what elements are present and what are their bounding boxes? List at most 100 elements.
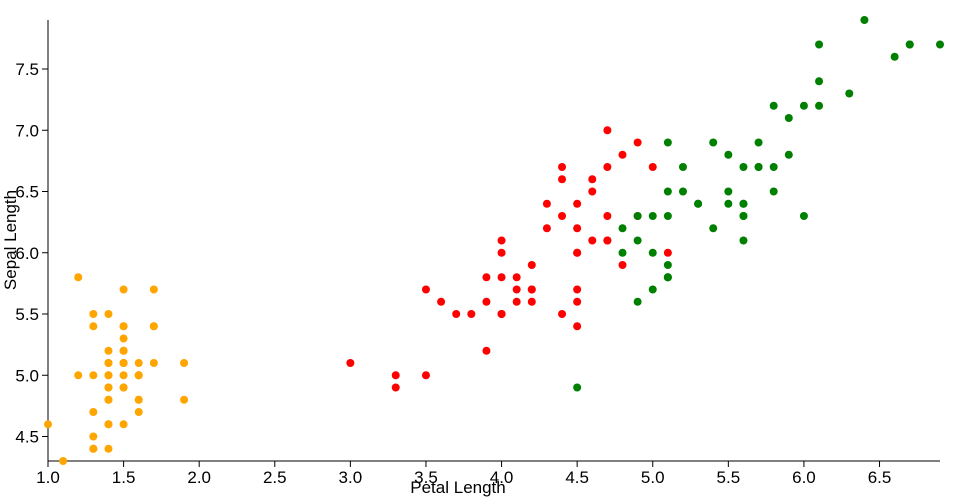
point bbox=[134, 408, 143, 416]
point bbox=[663, 261, 672, 269]
point bbox=[694, 199, 703, 208]
point bbox=[497, 248, 506, 257]
point bbox=[890, 52, 899, 61]
point bbox=[603, 126, 612, 135]
point bbox=[391, 383, 400, 392]
point bbox=[104, 395, 113, 404]
point bbox=[119, 334, 128, 343]
point bbox=[497, 236, 506, 245]
point bbox=[663, 212, 672, 220]
point bbox=[588, 187, 597, 196]
point bbox=[678, 163, 687, 171]
point bbox=[618, 261, 627, 269]
point bbox=[119, 359, 128, 367]
point bbox=[648, 212, 657, 220]
point bbox=[663, 187, 672, 196]
point bbox=[784, 114, 793, 122]
point bbox=[739, 163, 748, 171]
point bbox=[452, 310, 461, 318]
point bbox=[104, 371, 113, 380]
point bbox=[346, 359, 355, 367]
point bbox=[134, 395, 143, 404]
point bbox=[104, 359, 113, 367]
point bbox=[134, 359, 143, 367]
point bbox=[633, 212, 642, 220]
point bbox=[799, 101, 808, 110]
point bbox=[104, 444, 113, 453]
y-axis-label: Sepal Length bbox=[1, 190, 20, 290]
point bbox=[573, 297, 582, 306]
point bbox=[119, 346, 128, 355]
point bbox=[104, 310, 113, 318]
point bbox=[618, 224, 627, 233]
point bbox=[437, 297, 446, 306]
point bbox=[542, 199, 551, 208]
point bbox=[678, 187, 687, 196]
point bbox=[180, 359, 189, 367]
point bbox=[467, 310, 476, 318]
point bbox=[815, 77, 824, 86]
y-tick-label: 5.0 bbox=[15, 366, 39, 385]
point bbox=[588, 175, 597, 184]
point bbox=[104, 346, 113, 355]
point bbox=[724, 199, 733, 208]
point bbox=[89, 432, 98, 441]
x-tick-label: 2.5 bbox=[263, 468, 287, 487]
point bbox=[512, 285, 521, 294]
x-tick-label: 4.0 bbox=[490, 468, 514, 487]
point bbox=[663, 248, 672, 257]
point bbox=[497, 273, 506, 282]
point bbox=[74, 273, 83, 282]
point bbox=[512, 273, 521, 282]
point bbox=[119, 371, 128, 380]
point bbox=[527, 297, 536, 306]
point bbox=[739, 212, 748, 220]
point bbox=[905, 40, 914, 49]
point bbox=[663, 138, 672, 147]
x-tick-label: 6.0 bbox=[792, 468, 816, 487]
x-tick-label: 1.5 bbox=[112, 468, 136, 487]
point bbox=[648, 248, 657, 257]
x-tick-label: 3.0 bbox=[339, 468, 363, 487]
point bbox=[180, 395, 189, 404]
point bbox=[845, 89, 854, 98]
point bbox=[603, 212, 612, 220]
point bbox=[709, 224, 718, 233]
point bbox=[860, 16, 869, 24]
point bbox=[573, 383, 582, 392]
point bbox=[936, 40, 944, 49]
point bbox=[739, 236, 748, 245]
point bbox=[558, 163, 567, 171]
point bbox=[618, 150, 627, 159]
point bbox=[633, 236, 642, 245]
point bbox=[421, 285, 430, 294]
point bbox=[573, 322, 582, 331]
x-tick-label: 5.5 bbox=[717, 468, 741, 487]
point bbox=[391, 371, 400, 380]
point bbox=[648, 285, 657, 294]
y-tick-label: 5.5 bbox=[15, 305, 39, 324]
point bbox=[558, 310, 567, 318]
y-tick-label: 7.0 bbox=[15, 121, 39, 140]
y-tick-label: 4.5 bbox=[15, 428, 39, 447]
point bbox=[542, 224, 551, 233]
point bbox=[497, 310, 506, 318]
x-tick-label: 5.0 bbox=[641, 468, 665, 487]
point bbox=[603, 163, 612, 171]
point bbox=[527, 261, 536, 269]
point bbox=[89, 408, 98, 416]
point bbox=[558, 175, 567, 184]
point bbox=[74, 371, 83, 380]
point bbox=[44, 420, 52, 429]
point bbox=[149, 322, 158, 331]
point bbox=[119, 322, 128, 331]
point bbox=[119, 285, 128, 294]
point bbox=[512, 297, 521, 306]
point bbox=[648, 163, 657, 171]
point bbox=[739, 199, 748, 208]
point bbox=[149, 359, 158, 367]
y-tick-label: 6.0 bbox=[15, 244, 39, 263]
x-tick-label: 6.5 bbox=[868, 468, 892, 487]
point bbox=[724, 150, 733, 159]
